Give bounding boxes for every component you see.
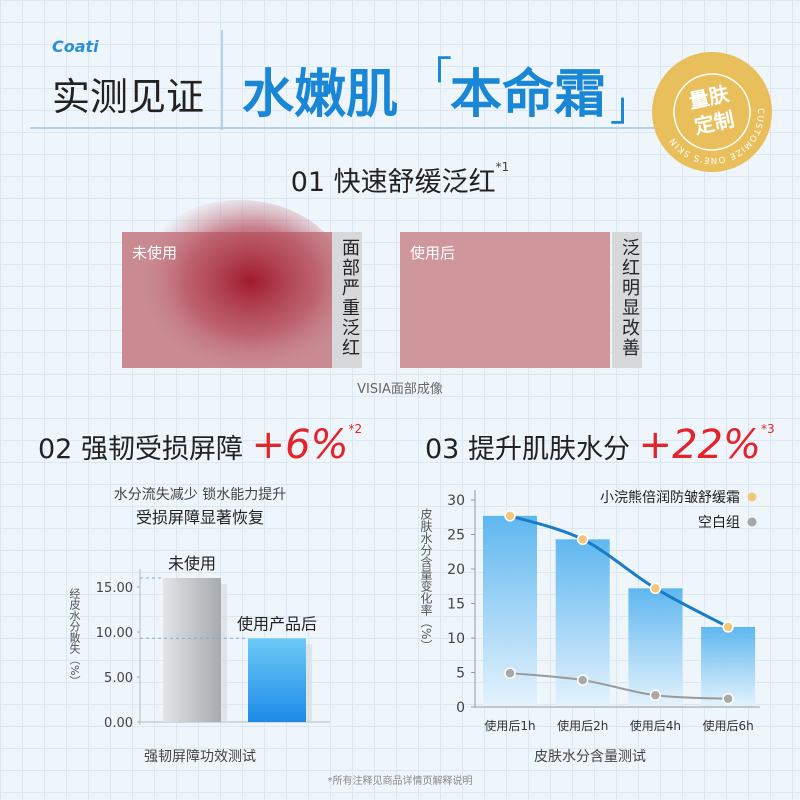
note: *1 [495, 160, 510, 174]
category-label: 未使用 [168, 554, 216, 573]
y-tick-label: 5.00 [104, 671, 133, 686]
series-line [509, 514, 729, 629]
logo: Coati [52, 37, 99, 56]
bracket: 「 [412, 54, 452, 100]
section-title: 01 快速舒缓泛红*1 [0, 160, 800, 199]
x-tick-label: 使用后4h [630, 718, 681, 733]
series-line [509, 672, 729, 700]
x-tick-label: 使用后2h [557, 718, 608, 733]
legend-label: 空白组 [698, 515, 740, 531]
y-tick-label: 0 [456, 700, 465, 716]
y-tick-label: 5 [456, 666, 465, 682]
photo-side-caption: 面部严重泛红 [339, 238, 360, 358]
section-title-text: 快速舒缓泛红 [333, 167, 496, 198]
bar [163, 578, 221, 722]
note: *3 [760, 422, 775, 436]
header-title: 水嫩肌 [242, 65, 398, 125]
x-axis-label: 强韧屏障功效测试 [144, 749, 256, 765]
caption-bg [332, 232, 362, 368]
photo-after [400, 232, 610, 368]
point [576, 533, 589, 546]
subtitle: 水分流失减少 锁水能力提升 [114, 487, 286, 503]
y-tick-label: 25 [447, 528, 465, 544]
bar [248, 638, 306, 722]
y-tick-label: 0.00 [104, 716, 133, 731]
category-label: 使用产品后 [237, 614, 317, 633]
photo-caption: VISIA面部成像 [357, 382, 443, 397]
section-title: 03 提升肌肤水分 +22%*3 [425, 422, 775, 468]
y-tick-label: 10 [447, 631, 465, 647]
x-tick-label: 使用后1h [484, 718, 535, 733]
section-number: 01 [290, 167, 326, 198]
footnote: *所有注释见商品详情页解释说明 [328, 774, 473, 787]
caption-bg [612, 232, 642, 368]
y-axis-label: 经皮水分散失（%） [68, 588, 81, 687]
section-number: 02 [38, 434, 73, 465]
subtitle: 受损屏障显著恢复 [136, 508, 264, 527]
redness [130, 200, 350, 380]
point [722, 692, 734, 705]
highlight: +22% [638, 422, 761, 468]
y-tick-label: 30 [447, 493, 465, 509]
y-axis-label: 皮肤水分含量变化率（%） [419, 508, 433, 652]
photo-label: 使用后 [410, 244, 456, 262]
badge-circle [652, 52, 772, 172]
legend-marker [747, 492, 757, 502]
bracket: 」 [610, 84, 650, 130]
photo-side-caption: 泛红明显改善 [619, 238, 640, 358]
point [576, 674, 589, 686]
highlight: +6% [251, 422, 349, 468]
header-left-title: 实测见证 [52, 75, 204, 119]
legend-label: 小浣熊倍润防皱舒缓霜 [600, 490, 740, 506]
point [504, 510, 516, 522]
note: *2 [348, 422, 363, 436]
section-title: 02 强韧受损屏障 +6%*2 [38, 422, 362, 468]
point [504, 667, 516, 679]
legend-marker [747, 517, 757, 527]
point [649, 582, 662, 595]
y-tick-label: 15.00 [96, 581, 133, 596]
header-title: 本命霜 [450, 65, 606, 125]
section-title-text: 提升肌肤水分 [467, 434, 630, 465]
photo-label: 未使用 [132, 244, 178, 262]
y-tick-label: 15 [447, 597, 465, 613]
point [649, 689, 662, 702]
section-title-text: 强韧受损屏障 [80, 434, 243, 465]
point [722, 621, 734, 633]
y-tick-label: 10.00 [96, 626, 133, 641]
badge-ring [673, 73, 751, 151]
x-axis-label: 皮肤水分含量测试 [534, 749, 646, 765]
column [628, 588, 683, 707]
y-tick-label: 20 [447, 562, 465, 578]
x-tick-label: 使用后6h [702, 718, 753, 733]
section-number: 03 [425, 434, 460, 465]
